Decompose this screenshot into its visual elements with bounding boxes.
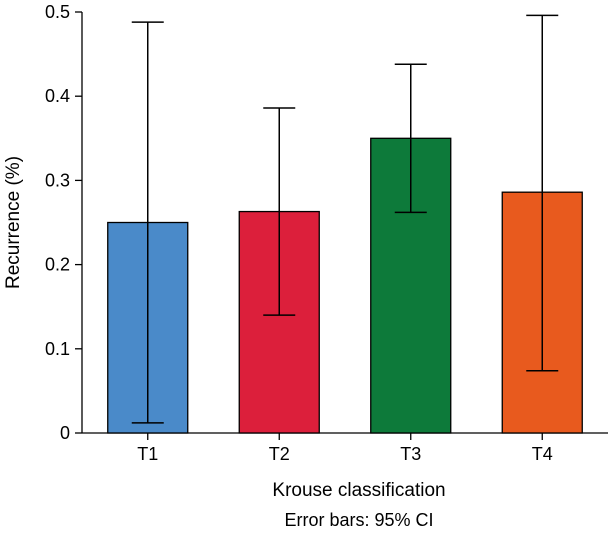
bars-group: [107, 137, 583, 434]
x-axis-title: Krouse classification: [272, 480, 445, 501]
y-tick-label: 0.4: [45, 86, 70, 106]
y-axis: 0 0.1 0.2 0.3 0.4 0.5: [45, 2, 83, 443]
x-tick-label-t4: T4: [532, 444, 553, 464]
y-tick-label: 0.1: [45, 339, 70, 359]
y-tick-label: 0.3: [45, 170, 70, 190]
error-bars-group: [131, 14, 559, 424]
y-axis-title: Recurrence (%): [3, 156, 24, 289]
x-tick-label-t1: T1: [137, 444, 158, 464]
error-bars-caption: Error bars: 95% CI: [284, 510, 433, 530]
x-tick-label-t3: T3: [400, 444, 421, 464]
x-tick-label-t2: T2: [269, 444, 290, 464]
y-tick-label: 0.2: [45, 255, 70, 275]
y-tick-label: 0: [60, 423, 70, 443]
y-tick-label: 0.5: [45, 2, 70, 22]
x-axis: T1 T2 T3 T4: [82, 432, 608, 464]
